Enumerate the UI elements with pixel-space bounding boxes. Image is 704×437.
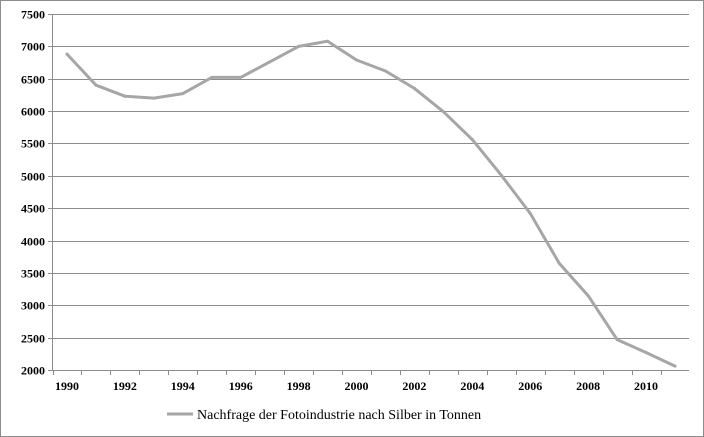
x-tick-label: 2008 xyxy=(576,379,600,393)
x-tick-label: 2004 xyxy=(460,379,484,393)
x-tick-label: 1990 xyxy=(55,379,79,393)
data-point xyxy=(586,294,590,298)
data-point xyxy=(239,75,243,79)
data-point xyxy=(355,58,358,62)
x-tick-label: 1992 xyxy=(113,379,137,393)
y-tick-label: 2500 xyxy=(21,332,45,346)
y-tick-label: 3500 xyxy=(21,267,45,281)
data-point xyxy=(470,138,474,142)
y-tick-label: 4000 xyxy=(21,235,45,249)
data-point xyxy=(268,60,272,64)
data-point xyxy=(441,110,445,114)
data-point xyxy=(673,364,677,368)
data-point xyxy=(65,52,69,56)
data-point xyxy=(181,92,185,96)
y-tick-label: 3000 xyxy=(21,299,45,313)
data-point xyxy=(644,351,648,354)
legend-label: Nachfrage der Fotoindustrie nach Silber … xyxy=(197,408,481,423)
data-point xyxy=(557,261,561,265)
data-point xyxy=(210,75,214,79)
y-tick-label: 2000 xyxy=(21,364,45,378)
data-point xyxy=(384,69,387,73)
gridlines xyxy=(52,14,689,339)
y-axis-tick-labels: 2000 2500 3000 3500 4000 4500 5000 5500 6000 6500… xyxy=(21,8,45,378)
series-layer xyxy=(65,39,677,368)
x-tick-label: 2010 xyxy=(634,379,658,393)
data-point xyxy=(499,173,503,177)
data-point xyxy=(528,211,532,215)
y-tick-label: 6000 xyxy=(21,105,45,119)
data-point xyxy=(94,83,98,87)
x-tick-label: 2006 xyxy=(518,379,542,393)
x-axis-tick-labels: 1990 1992 1994 1996 1998 2000 2002 2004 2006 2008… xyxy=(55,379,658,393)
data-point xyxy=(297,44,301,48)
axes xyxy=(48,14,689,375)
data-point xyxy=(152,96,156,100)
x-tick-label: 1996 xyxy=(229,379,253,393)
x-tick-label: 1994 xyxy=(171,379,195,393)
x-tick-label: 1998 xyxy=(287,379,311,393)
data-point xyxy=(412,86,416,90)
y-tick-label: 5500 xyxy=(21,137,45,151)
data-point xyxy=(123,94,127,98)
x-tick-label: 2002 xyxy=(402,379,426,393)
y-tick-label: 5000 xyxy=(21,170,45,184)
data-point xyxy=(326,39,330,43)
series-line xyxy=(65,39,677,368)
y-tick-label: 7000 xyxy=(21,40,45,54)
y-tick-label: 4500 xyxy=(21,202,45,216)
y-tick-label: 6500 xyxy=(21,73,45,87)
y-tick-label: 7500 xyxy=(21,8,45,22)
legend: Nachfrage der Fotoindustrie nach Silber … xyxy=(167,408,481,423)
x-tick-label: 2000 xyxy=(345,379,369,393)
data-point xyxy=(615,338,619,342)
